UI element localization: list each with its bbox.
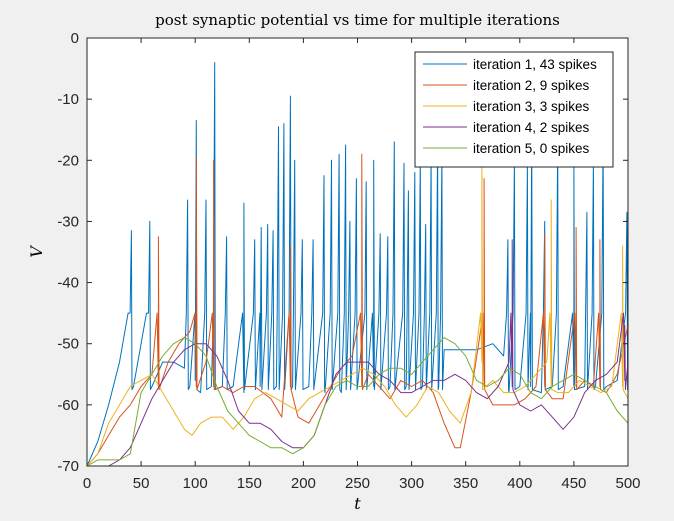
legend-box — [414, 51, 614, 168]
x-tick-label: 350 — [453, 475, 478, 492]
series-line-5 — [86, 337, 629, 467]
x-tick-label: 50 — [133, 475, 150, 492]
y-axis-label: V — [27, 245, 46, 258]
x-tick-label: 500 — [615, 475, 640, 492]
y-tick-label: -20 — [57, 152, 79, 169]
legend-label: iteration 2, 9 spikes — [473, 78, 590, 93]
y-tick-label: 0 — [71, 30, 79, 47]
series-line-3 — [86, 159, 629, 467]
y-tick-label: -50 — [57, 336, 79, 353]
x-tick-label: 300 — [399, 475, 424, 492]
legend-label: iteration 1, 43 spikes — [473, 57, 597, 72]
series-line-2 — [86, 153, 629, 467]
x-tick-label: 150 — [237, 475, 262, 492]
series-line-1 — [86, 62, 629, 467]
y-tick-label: -10 — [57, 91, 79, 108]
chart-title: post synaptic potential vs time for mult… — [155, 11, 560, 29]
y-tick-label: -30 — [57, 213, 79, 230]
axes-layer: 0 50 100 150 200 250 300 350 400 450 500 0 -10 -20 -30… — [57, 30, 640, 492]
legend-label: iteration 5, 0 spikes — [473, 141, 590, 156]
series-layer — [86, 62, 629, 467]
legend-label: iteration 4, 2 spikes — [473, 120, 590, 135]
x-tick-label: 100 — [183, 475, 208, 492]
y-tick-label: -70 — [57, 458, 79, 475]
x-tick-label: 200 — [291, 475, 316, 492]
x-tick-label: 250 — [345, 475, 370, 492]
legend: iteration 1, 43 spikes iteration 2, 9 spi… — [414, 51, 614, 168]
x-tick-label: 400 — [507, 475, 532, 492]
y-tick-label: -60 — [57, 397, 79, 414]
legend-label: iteration 3, 3 spikes — [473, 99, 590, 114]
y-tick-label: -40 — [57, 275, 79, 292]
x-axis-label: t — [354, 494, 361, 513]
x-tick-label: 0 — [83, 475, 91, 492]
x-tick-label: 450 — [561, 475, 586, 492]
series-line-4 — [87, 239, 629, 467]
